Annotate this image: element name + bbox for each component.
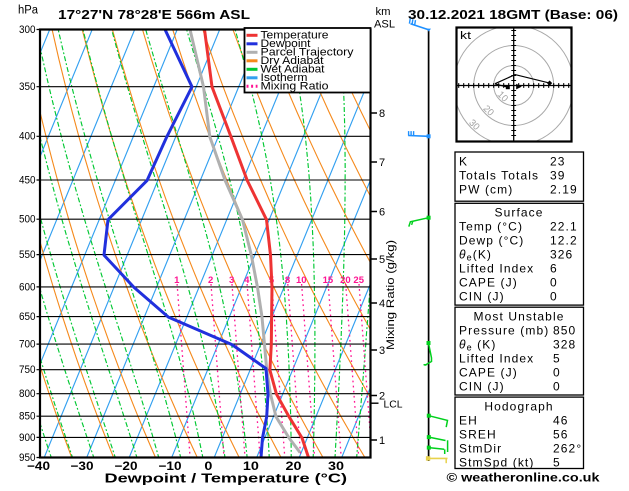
svg-text:SREH: SREH (459, 427, 497, 441)
svg-text:0: 0 (550, 276, 558, 290)
svg-text:900: 900 (19, 432, 36, 444)
svg-text:500: 500 (19, 214, 36, 226)
svg-text:8: 8 (285, 275, 290, 286)
svg-text:Wet Adiabat: Wet Adiabat (261, 63, 326, 75)
svg-text:6: 6 (379, 207, 385, 219)
svg-text:262°: 262° (553, 441, 582, 455)
svg-text:300: 300 (19, 24, 36, 36)
svg-text:17°27'N 78°28'E 566m ASL: 17°27'N 78°28'E 566m ASL (58, 7, 250, 22)
svg-text:2.19: 2.19 (550, 183, 578, 197)
svg-text:12.2: 12.2 (550, 234, 578, 248)
svg-text:1: 1 (379, 435, 385, 447)
svg-text:ASL: ASL (374, 19, 395, 31)
svg-text:4: 4 (379, 298, 385, 310)
svg-text:20: 20 (340, 275, 351, 286)
svg-text:0: 0 (204, 459, 212, 473)
svg-text:PW (cm): PW (cm) (459, 183, 513, 197)
svg-text:20: 20 (286, 459, 302, 473)
svg-text:450: 450 (19, 174, 36, 186)
svg-text:Mixing Ratio (g/kg): Mixing Ratio (g/kg) (385, 240, 397, 350)
svg-text:350: 350 (19, 81, 36, 93)
svg-text:30: 30 (328, 459, 344, 473)
svg-text:Surface: Surface (494, 205, 543, 219)
svg-text:km: km (376, 6, 391, 18)
svg-text:326: 326 (550, 248, 573, 262)
svg-text:Pressure (mb): Pressure (mb) (459, 323, 549, 337)
svg-text:10: 10 (243, 459, 259, 473)
svg-text:700: 700 (19, 339, 36, 351)
svg-text:−30: −30 (71, 459, 94, 473)
svg-text:5: 5 (553, 352, 561, 366)
svg-text:850: 850 (19, 411, 36, 423)
svg-text:46: 46 (553, 413, 569, 427)
svg-text:Most Unstable: Most Unstable (474, 309, 565, 323)
svg-text:Isotherm: Isotherm (261, 72, 308, 84)
svg-text:LCL: LCL (384, 399, 403, 411)
svg-text:CIN (J): CIN (J) (459, 290, 505, 304)
svg-text:−10: −10 (159, 459, 182, 473)
svg-text:EH: EH (459, 413, 478, 427)
svg-text:39: 39 (550, 169, 566, 183)
svg-text:© weatheronline.co.uk: © weatheronline.co.uk (447, 471, 600, 485)
svg-text:328: 328 (553, 338, 576, 352)
svg-text:30.12.2021 18GMT (Base: 06): 30.12.2021 18GMT (Base: 06) (408, 7, 618, 22)
svg-text:Mixing Ratio: Mixing Ratio (261, 80, 329, 92)
svg-text:3: 3 (229, 275, 234, 286)
svg-text:950: 950 (19, 452, 36, 464)
svg-text:5: 5 (553, 456, 561, 470)
svg-text:6: 6 (550, 262, 558, 276)
svg-text:Parcel Trajectory: Parcel Trajectory (261, 46, 354, 58)
svg-text:hPa: hPa (18, 5, 39, 17)
svg-text:K: K (459, 155, 468, 169)
svg-text:Temperature: Temperature (261, 29, 329, 41)
svg-text:Dewpoint: Dewpoint (261, 38, 312, 50)
svg-text:−20: −20 (115, 459, 138, 473)
svg-text:2: 2 (208, 275, 213, 286)
svg-text:800: 800 (19, 388, 36, 400)
svg-text:15: 15 (323, 275, 334, 286)
svg-text:5: 5 (379, 254, 385, 266)
svg-text:StmDir: StmDir (459, 441, 502, 455)
svg-text:θe (K): θe (K) (459, 338, 496, 353)
svg-text:Dewpoint / Temperature (°C): Dewpoint / Temperature (°C) (105, 471, 348, 486)
svg-text:400: 400 (19, 131, 36, 143)
svg-text:Hodograph: Hodograph (484, 399, 553, 413)
svg-text:22.1: 22.1 (550, 220, 578, 234)
svg-text:8: 8 (379, 108, 385, 120)
svg-text:Dry Adiabat: Dry Adiabat (261, 55, 325, 67)
svg-text:25: 25 (353, 275, 364, 286)
svg-text:Dewp (°C): Dewp (°C) (459, 234, 524, 248)
svg-text:θe(K): θe(K) (459, 248, 492, 263)
svg-text:CAPE (J): CAPE (J) (459, 276, 518, 290)
svg-text:23: 23 (550, 155, 566, 169)
svg-text:600: 600 (19, 281, 36, 293)
svg-text:10: 10 (296, 275, 307, 286)
svg-text:56: 56 (553, 427, 569, 441)
svg-text:CIN (J): CIN (J) (459, 380, 505, 394)
svg-text:kt: kt (460, 30, 471, 42)
svg-text:0: 0 (550, 290, 558, 304)
svg-text:0: 0 (553, 366, 561, 380)
svg-text:650: 650 (19, 311, 36, 323)
svg-text:−40: −40 (27, 459, 50, 473)
svg-text:Temp (°C): Temp (°C) (459, 220, 523, 234)
svg-text:CAPE (J): CAPE (J) (459, 366, 518, 380)
svg-text:StmSpd (kt): StmSpd (kt) (459, 456, 534, 470)
svg-text:550: 550 (19, 249, 36, 261)
svg-text:7: 7 (379, 157, 385, 169)
svg-text:Lifted Index: Lifted Index (459, 352, 534, 366)
svg-text:750: 750 (19, 364, 36, 376)
svg-text:2: 2 (379, 391, 385, 403)
svg-text:1: 1 (174, 275, 180, 286)
svg-text:4: 4 (244, 275, 250, 286)
svg-text:850: 850 (553, 323, 576, 337)
svg-text:Lifted Index: Lifted Index (459, 262, 534, 276)
svg-text:0: 0 (553, 380, 561, 394)
svg-text:3: 3 (379, 345, 385, 357)
svg-text:Totals Totals: Totals Totals (459, 169, 539, 183)
